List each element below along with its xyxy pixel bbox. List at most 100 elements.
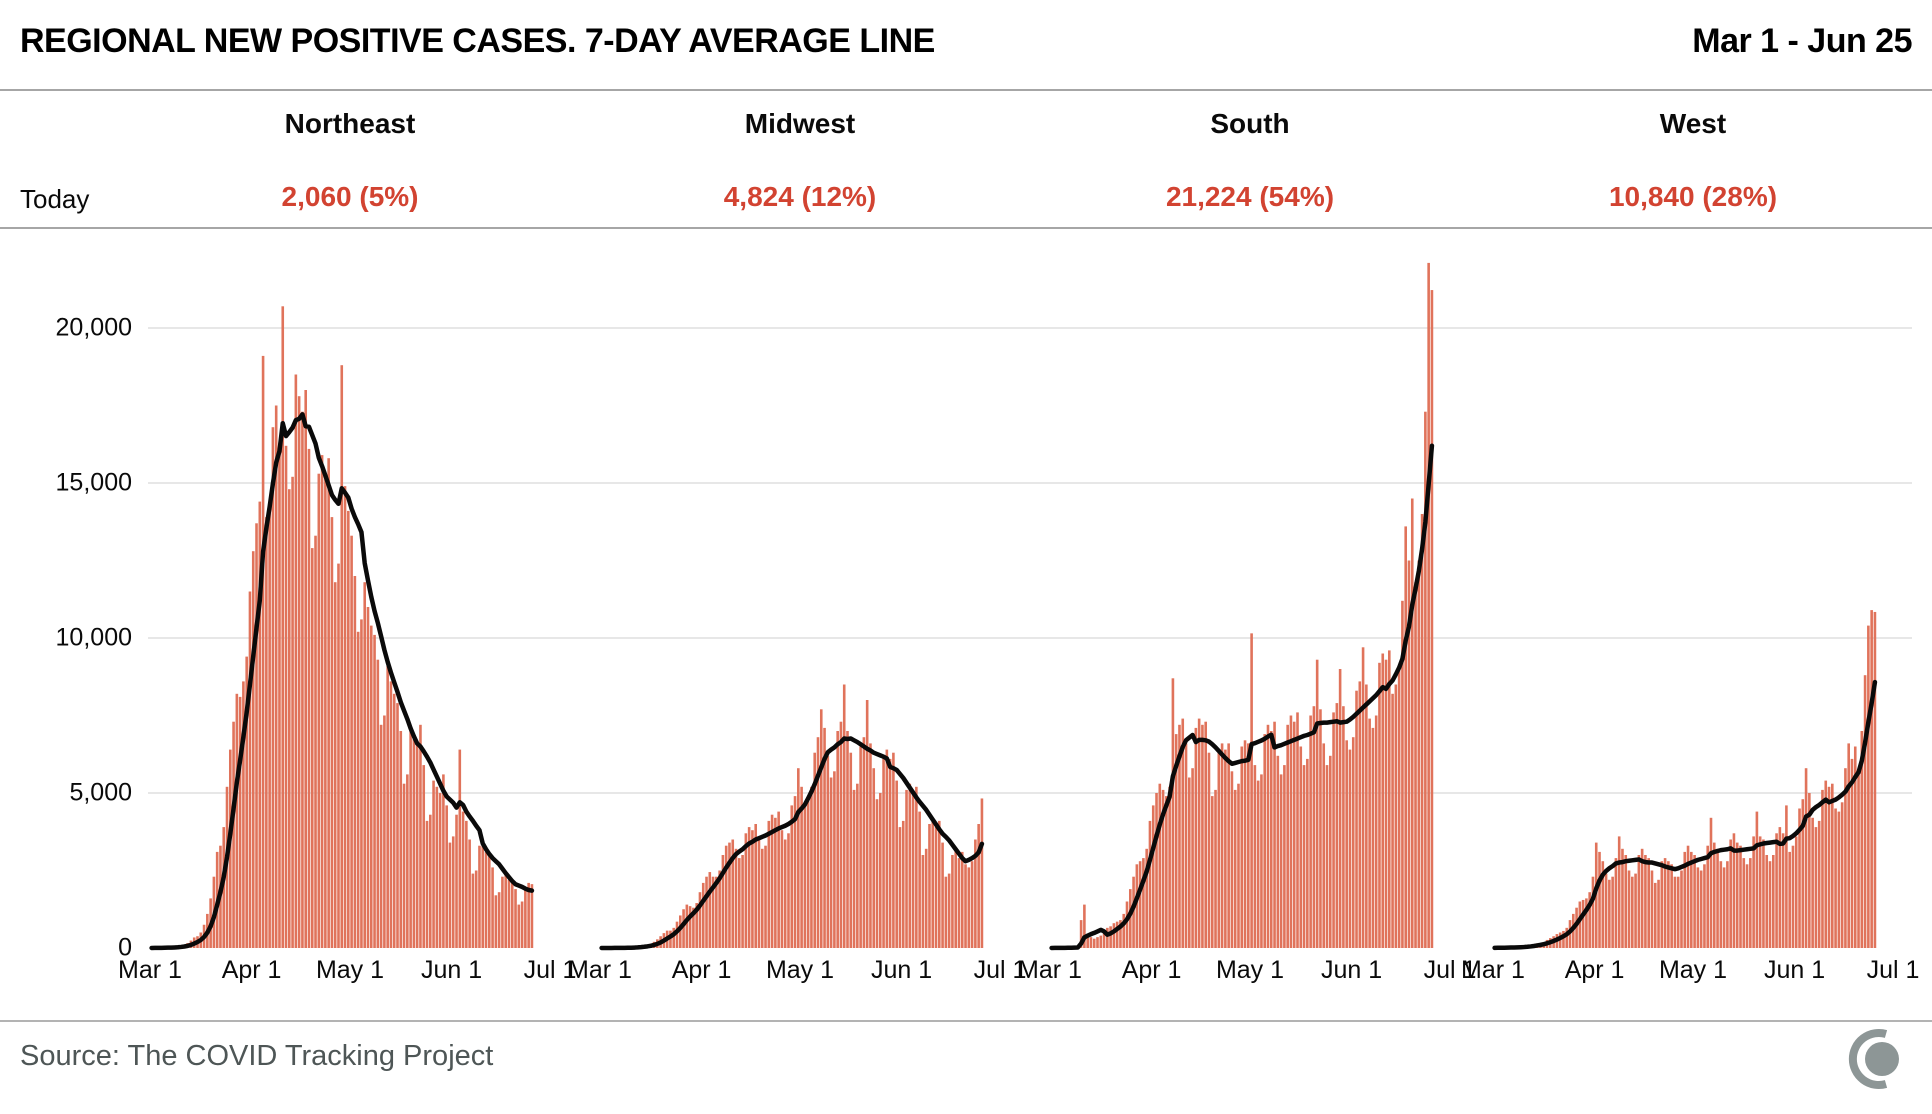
- daily-bar: [846, 731, 849, 948]
- daily-bar: [1273, 721, 1276, 948]
- daily-bar: [806, 796, 810, 948]
- today-value-northeast: 2,060 (5%): [281, 181, 419, 212]
- daily-bar: [1348, 749, 1352, 948]
- daily-bar: [800, 786, 803, 948]
- northeast-bar-chart: [149, 306, 535, 951]
- daily-bar: [1269, 731, 1273, 948]
- daily-bar: [724, 845, 728, 948]
- daily-bar: [764, 845, 767, 948]
- daily-bar: [1217, 752, 1221, 948]
- daily-bar: [1755, 811, 1759, 948]
- daily-bar: [1867, 625, 1870, 948]
- daily-bar: [1168, 786, 1171, 948]
- daily-bar: [1844, 768, 1847, 948]
- seven-day-average-line: [1492, 679, 1878, 951]
- today-row-divider: [0, 227, 1932, 229]
- chart-panel-midwest: Mar 1 Apr 1 May 1 Jun 1 Jul 1: [568, 238, 1026, 984]
- gridline-5000: [148, 792, 1912, 794]
- daily-bar: [1627, 870, 1631, 948]
- daily-bar: [859, 746, 862, 948]
- daily-bar: [432, 780, 435, 948]
- daily-bar: [488, 855, 491, 948]
- daily-bar: [406, 774, 409, 948]
- daily-bar: [379, 724, 383, 948]
- daily-bar: [284, 445, 288, 948]
- daily-bar: [1296, 712, 1299, 948]
- daily-bar: [1814, 827, 1818, 948]
- daily-bar: [931, 817, 935, 948]
- daily-bar: [1690, 851, 1693, 948]
- x-axis-tick-label: May 1: [315, 956, 385, 984]
- daily-bar: [1614, 858, 1618, 948]
- daily-bar: [1417, 560, 1421, 948]
- daily-bar: [1853, 746, 1857, 948]
- daily-bar: [747, 827, 751, 948]
- daily-bar: [751, 830, 754, 948]
- daily-bar: [1712, 842, 1716, 948]
- daily-bar: [1680, 870, 1683, 948]
- daily-bar: [1749, 858, 1752, 948]
- daily-bar: [797, 768, 800, 948]
- daily-bar: [1306, 758, 1309, 948]
- daily-bar: [1706, 845, 1710, 948]
- daily-bar: [1384, 659, 1388, 948]
- daily-bar: [530, 884, 534, 948]
- daily-bar: [317, 473, 321, 948]
- daily-bar: [1315, 659, 1319, 948]
- daily-bar: [669, 930, 672, 948]
- daily-bar: [1565, 927, 1569, 948]
- daily-bar: [1299, 746, 1303, 948]
- daily-bar: [369, 625, 373, 948]
- daily-bar: [1637, 855, 1641, 948]
- daily-bar: [1345, 740, 1348, 948]
- daily-bar: [1683, 851, 1687, 948]
- daily-bar: [787, 833, 790, 948]
- daily-bar: [1319, 709, 1322, 948]
- daily-bar: [1644, 855, 1647, 948]
- daily-bar: [1210, 796, 1214, 948]
- daily-bar: [383, 715, 386, 948]
- daily-bar: [672, 927, 676, 948]
- daily-bar: [1092, 938, 1096, 948]
- daily-bar: [698, 892, 702, 948]
- daily-bar: [731, 839, 735, 948]
- daily-bar: [1089, 937, 1093, 948]
- daily-bar: [1801, 799, 1805, 948]
- region-label-west: West: [1659, 108, 1727, 139]
- x-axis-tick-label: Mar 1: [118, 956, 182, 984]
- daily-bar: [688, 906, 692, 948]
- daily-bar: [1388, 650, 1391, 948]
- daily-bar: [1115, 921, 1119, 948]
- daily-bar: [692, 907, 695, 948]
- daily-bar: [494, 895, 498, 948]
- daily-bar: [1309, 715, 1312, 948]
- daily-bar: [1407, 560, 1411, 948]
- daily-bar: [774, 817, 777, 948]
- daily-bar: [803, 802, 807, 948]
- daily-bar: [1371, 727, 1375, 948]
- daily-bar: [1328, 755, 1332, 948]
- daily-bar: [1289, 715, 1293, 948]
- gridline-15000: [148, 482, 1912, 484]
- daily-bar: [1276, 755, 1280, 948]
- daily-bar: [242, 681, 245, 948]
- daily-bar: [235, 693, 239, 948]
- daily-bar: [1601, 861, 1605, 948]
- daily-bar: [1188, 777, 1191, 948]
- daily-bar: [1420, 514, 1424, 948]
- midwest-bar-chart: [599, 684, 985, 951]
- daily-bar: [813, 752, 817, 948]
- daily-bar: [514, 889, 517, 948]
- daily-bar: [366, 607, 370, 948]
- daily-bar: [412, 737, 416, 948]
- daily-bar: [924, 848, 928, 948]
- daily-bar: [1768, 861, 1772, 948]
- x-axis-tick-label: Jun 1: [871, 956, 933, 984]
- daily-bar: [685, 904, 689, 948]
- daily-bar: [918, 811, 921, 948]
- x-axis-tick-label: Apr 1: [221, 956, 282, 984]
- daily-bar: [1585, 898, 1588, 948]
- daily-bar: [947, 873, 951, 948]
- daily-bar: [468, 839, 471, 948]
- daily-bar: [1834, 808, 1837, 948]
